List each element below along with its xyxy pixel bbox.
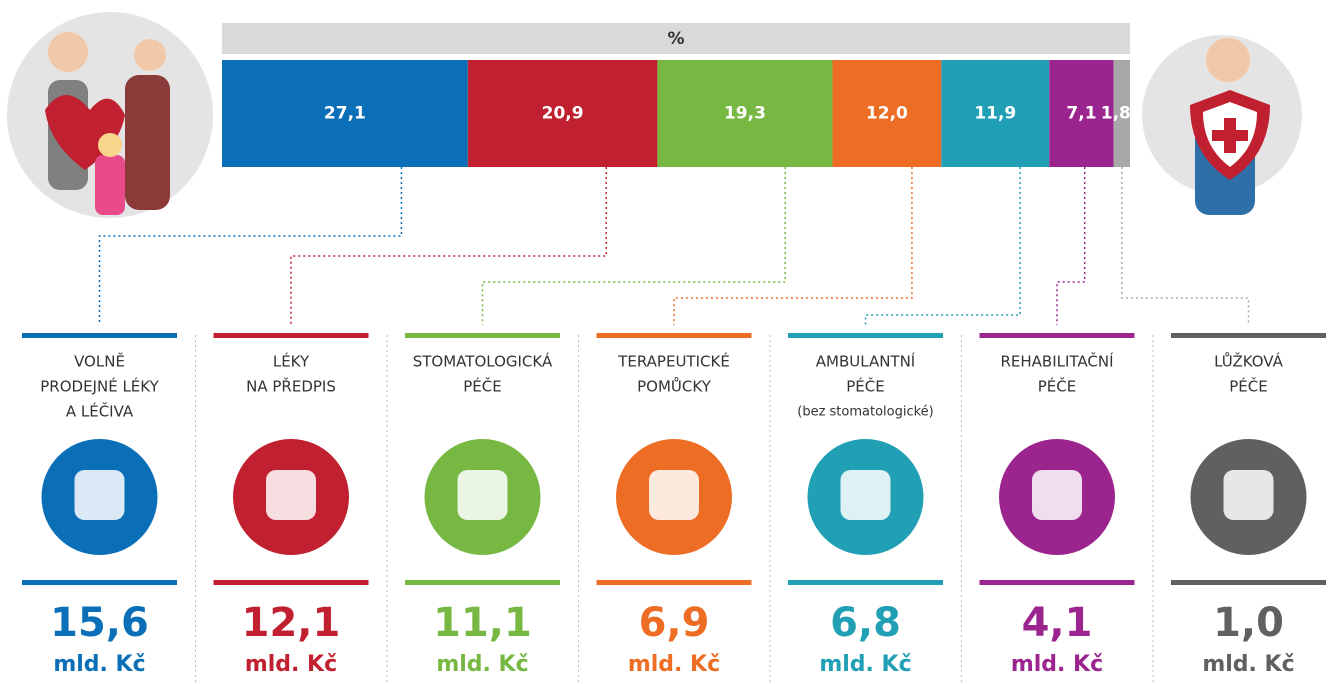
icon-detail	[1032, 470, 1082, 520]
icon-detail	[649, 470, 699, 520]
value-label: 20,9	[542, 104, 584, 124]
amount-unit: mld. Kč	[1202, 652, 1294, 677]
card-top-rule	[788, 333, 943, 338]
amount: 4,1	[1022, 600, 1093, 646]
amount: 6,8	[830, 600, 901, 646]
card-bottom-rule	[980, 580, 1135, 585]
amount: 6,9	[639, 600, 710, 646]
card-top-rule	[214, 333, 369, 338]
category-label: POMŮCKY	[637, 377, 712, 396]
card-top-rule	[1171, 333, 1326, 338]
card-top-rule	[980, 333, 1135, 338]
category-label: STOMATOLOGICKÁ	[413, 352, 553, 371]
axis-label: %	[667, 29, 684, 49]
connector	[1057, 167, 1085, 325]
category-label: AMBULANTNÍ	[816, 352, 915, 371]
icon-detail	[841, 470, 891, 520]
value-label: 19,3	[724, 104, 766, 124]
icon-detail	[1224, 470, 1274, 520]
category-label: NA PŘEDPIS	[246, 377, 336, 396]
card-top-rule	[405, 333, 560, 338]
connector	[483, 167, 786, 325]
amount-unit: mld. Kč	[53, 652, 145, 677]
card-bottom-rule	[788, 580, 943, 585]
category-label: LÉKY	[273, 352, 310, 371]
card-bottom-rule	[597, 580, 752, 585]
category-label: PÉČE	[1038, 377, 1076, 396]
infographic: % 27,1 20,9 19,3 12,0 11,9 7,11,8 VOLNĚ PRODEJN…	[0, 0, 1333, 684]
category-note: (bez stomatologické)	[797, 405, 934, 420]
card-bottom-rule	[405, 580, 560, 585]
amount-unit: mld. Kč	[819, 652, 911, 677]
icon-detail	[75, 470, 125, 520]
connector	[291, 167, 606, 325]
amount-unit: mld. Kč	[245, 652, 337, 677]
amount: 15,6	[50, 600, 149, 646]
card-bottom-rule	[1171, 580, 1326, 585]
amount: 12,1	[242, 600, 341, 646]
connector	[866, 167, 1021, 325]
category-label: LŮŽKOVÁ	[1214, 352, 1283, 371]
category-label: REHABILITAČNÍ	[1000, 352, 1113, 371]
amount-unit: mld. Kč	[1011, 652, 1103, 677]
category-label: A LÉČIVA	[66, 402, 134, 421]
category-label: PÉČE	[846, 377, 884, 396]
amount-unit: mld. Kč	[436, 652, 528, 677]
card-top-rule	[22, 333, 177, 338]
amount: 1,0	[1213, 600, 1284, 646]
connector	[674, 167, 912, 325]
value-label: 11,9	[974, 104, 1016, 124]
category-label: PÉČE	[1229, 377, 1267, 396]
value-label: 7,1	[1066, 104, 1096, 124]
illustration-senior	[1142, 35, 1302, 215]
icon-detail	[458, 470, 508, 520]
card-top-rule	[597, 333, 752, 338]
icon-detail	[266, 470, 316, 520]
category-label: PÉČE	[463, 377, 501, 396]
value-label: 12,0	[866, 104, 908, 124]
category-label: TERAPEUTICKÉ	[617, 352, 730, 371]
amount: 11,1	[433, 600, 532, 646]
category-label: PRODEJNÉ LÉKY	[40, 377, 159, 396]
value-label: 1,8	[1101, 104, 1131, 124]
amount-unit: mld. Kč	[628, 652, 720, 677]
card-bottom-rule	[22, 580, 177, 585]
value-label: 27,1	[324, 104, 366, 124]
card-bottom-rule	[214, 580, 369, 585]
illustration-family	[7, 12, 213, 218]
category-label: VOLNĚ	[74, 352, 125, 371]
